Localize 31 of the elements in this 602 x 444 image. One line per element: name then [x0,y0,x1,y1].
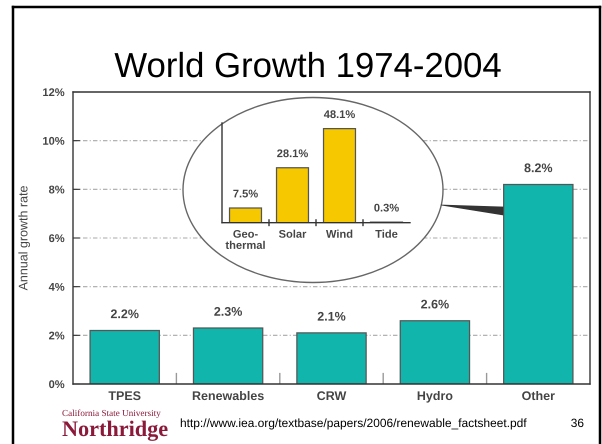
y-tick-label: 4% [48,282,64,291]
data-label: 48.1% [324,110,355,118]
x-tick-label: Solar [278,230,306,238]
x-tick-label: CRW [317,391,346,400]
data-label: 7.5% [233,190,258,198]
x-tick-label: Renewables [192,390,264,400]
x-tick-label: Tide [375,230,398,238]
y-tick-label: 0% [49,380,64,388]
x-tick-label: Wind [326,230,352,238]
chart-title: World Growth 1974-2004 [114,52,501,78]
text: http://www.iea.org/textbase/papers/2006/renewable_factsheet.pdf [180,418,527,430]
text: Northridge [62,420,168,441]
data-label: 2.2% [110,309,139,318]
data-label: 0.3% [374,204,399,212]
data-label: 8.2% [524,163,552,172]
text: California State University [62,410,161,418]
y-tick-label: 8% [48,186,64,194]
x-tick-label: Hydro [418,390,452,403]
data-label: 2.6% [421,300,449,309]
y-tick-label: 6% [49,234,64,242]
y-axis-title: Annual growth rate [18,186,30,290]
y-tick-label: 10% [43,136,64,145]
y-tick-label: 12% [43,88,64,96]
x-tick-label: TPES [108,391,141,400]
text: 36 [571,418,584,428]
y-tick-label: 2% [48,332,64,340]
data-label: 28.1% [277,149,308,158]
data-label: 2.1% [318,312,346,321]
x-tick-label: Geo- thermal [226,230,265,249]
data-label: 2.3% [214,306,242,316]
x-tick-label: Other [522,390,555,400]
